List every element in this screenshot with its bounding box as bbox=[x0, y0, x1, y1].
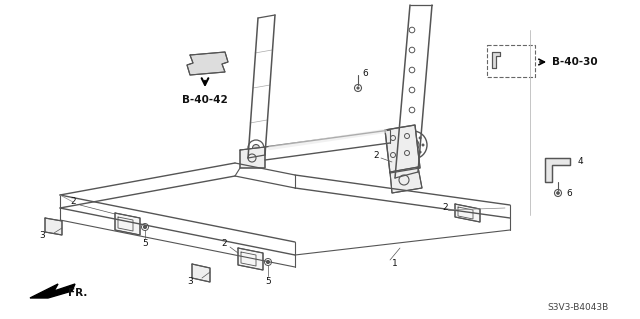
Text: 4: 4 bbox=[578, 158, 584, 167]
Polygon shape bbox=[187, 52, 228, 75]
Text: 3: 3 bbox=[187, 277, 193, 286]
Circle shape bbox=[419, 137, 421, 139]
Circle shape bbox=[357, 87, 359, 89]
Text: 2: 2 bbox=[70, 197, 76, 206]
Polygon shape bbox=[30, 284, 75, 298]
Text: 3: 3 bbox=[39, 232, 45, 241]
Circle shape bbox=[253, 145, 259, 152]
Circle shape bbox=[402, 144, 404, 146]
Text: 1: 1 bbox=[392, 259, 398, 269]
Circle shape bbox=[422, 144, 424, 146]
Circle shape bbox=[143, 226, 147, 228]
Text: S3V3-B4043B: S3V3-B4043B bbox=[547, 303, 609, 313]
Polygon shape bbox=[240, 147, 265, 168]
Circle shape bbox=[419, 151, 421, 153]
Text: FR.: FR. bbox=[68, 288, 88, 298]
Text: 5: 5 bbox=[265, 277, 271, 286]
Polygon shape bbox=[545, 158, 570, 182]
Polygon shape bbox=[238, 248, 263, 270]
Polygon shape bbox=[45, 218, 62, 235]
Text: 2: 2 bbox=[373, 151, 379, 160]
Circle shape bbox=[266, 261, 269, 263]
Polygon shape bbox=[115, 213, 140, 235]
Polygon shape bbox=[192, 264, 210, 282]
Polygon shape bbox=[492, 52, 500, 68]
Circle shape bbox=[412, 154, 414, 156]
Text: 2: 2 bbox=[442, 203, 448, 211]
Text: B-40-42: B-40-42 bbox=[182, 95, 228, 105]
Text: 2: 2 bbox=[221, 240, 227, 249]
Circle shape bbox=[557, 191, 559, 195]
Circle shape bbox=[412, 134, 414, 136]
Text: 5: 5 bbox=[142, 239, 148, 248]
FancyBboxPatch shape bbox=[487, 45, 535, 77]
Text: 6: 6 bbox=[566, 189, 572, 197]
Circle shape bbox=[407, 139, 419, 151]
Polygon shape bbox=[385, 125, 420, 173]
Polygon shape bbox=[455, 204, 480, 222]
Text: B-40-30: B-40-30 bbox=[552, 57, 598, 67]
Circle shape bbox=[404, 137, 407, 139]
Polygon shape bbox=[390, 167, 422, 193]
Text: 6: 6 bbox=[362, 69, 368, 78]
Circle shape bbox=[404, 151, 407, 153]
